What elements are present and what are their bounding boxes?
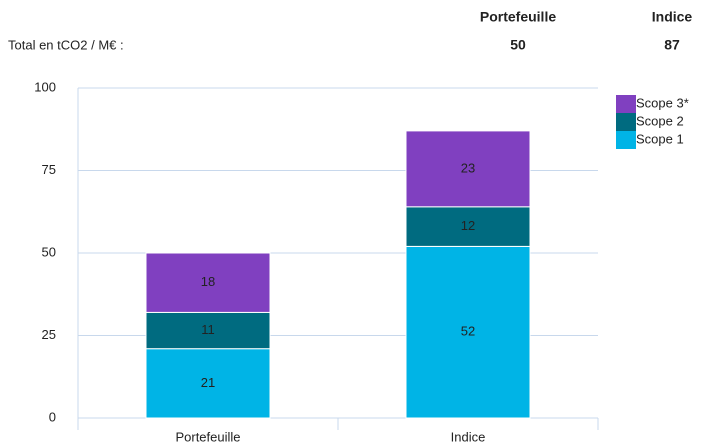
bar-segment (145, 252, 271, 313)
y-tick-label: 100 (34, 79, 56, 94)
x-tick-label: Portefeuille (175, 429, 240, 444)
bar-segment (405, 130, 531, 208)
totals-label: Total en tCO2 / M€ : (8, 37, 124, 52)
legend-label: Scope 1 (636, 131, 684, 146)
total-name: Indice (652, 9, 693, 25)
total-value: 50 (510, 37, 526, 53)
bar-segment (405, 245, 531, 419)
data-label: 23 (461, 160, 475, 175)
bar-segment (145, 348, 271, 419)
legend-swatch (616, 95, 636, 113)
legend-label: Scope 3* (636, 95, 689, 110)
total-value: 87 (664, 37, 680, 53)
data-label: 21 (201, 375, 215, 390)
total-name: Portefeuille (480, 9, 556, 25)
bar-segment (145, 311, 271, 350)
y-tick-label: 75 (42, 162, 56, 177)
data-label: 52 (461, 324, 475, 339)
legend-swatch (616, 113, 636, 131)
data-label: 18 (201, 274, 215, 289)
x-tick-label: Indice (451, 429, 486, 444)
legend-swatch (616, 131, 636, 149)
y-tick-label: 50 (42, 244, 56, 259)
bar-segment (405, 206, 531, 247)
data-label: 12 (461, 218, 475, 233)
y-tick-label: 25 (42, 327, 56, 342)
legend-label: Scope 2 (636, 113, 684, 128)
y-tick-label: 0 (49, 409, 56, 424)
data-label: 11 (201, 322, 215, 337)
